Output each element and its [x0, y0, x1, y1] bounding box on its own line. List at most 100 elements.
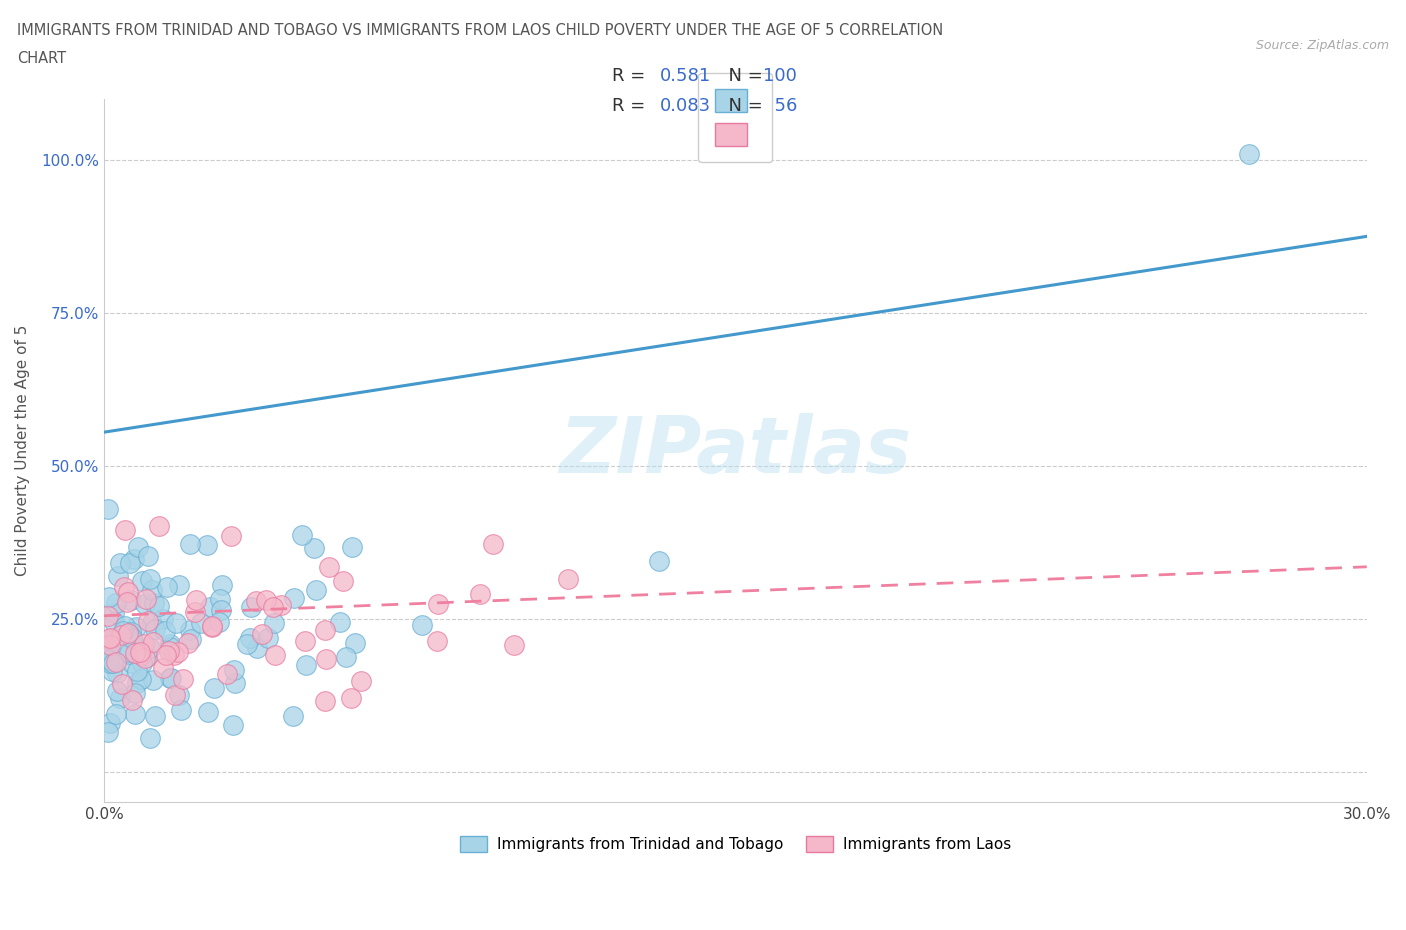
Point [105, 655, 128, 670]
Point [167, 687, 190, 702]
Point [202, 681, 225, 696]
Point [201, 619, 224, 634]
Point [139, 641, 162, 656]
Point [117, 625, 139, 640]
Point [159, 671, 181, 685]
Point [115, 629, 138, 644]
Point [294, 633, 316, 648]
Point [283, 591, 305, 605]
Point [98, 653, 121, 668]
Point [349, 674, 371, 689]
Point [179, 622, 201, 637]
Point [648, 553, 671, 568]
Point [101, 656, 124, 671]
Point [159, 671, 181, 685]
Point [112, 579, 135, 594]
Point [114, 523, 136, 538]
Point [136, 650, 159, 665]
Point [340, 539, 363, 554]
Point [240, 600, 263, 615]
Point [131, 573, 153, 588]
Point [262, 600, 284, 615]
Point [163, 647, 186, 662]
Point [131, 648, 153, 663]
Point [165, 616, 187, 631]
Point [201, 618, 224, 633]
Point [118, 644, 141, 659]
Point [98, 631, 121, 645]
Point [177, 635, 200, 650]
Point [159, 636, 181, 651]
Point [139, 730, 162, 745]
Point [97, 636, 120, 651]
Point [157, 644, 180, 658]
Text: 100: 100 [763, 67, 797, 86]
Point [155, 647, 177, 662]
Point [152, 611, 174, 626]
Point [124, 685, 146, 700]
Point [291, 527, 314, 542]
Point [100, 664, 122, 679]
Point [135, 591, 157, 606]
Point [159, 639, 181, 654]
Point [411, 618, 433, 632]
Point [482, 537, 505, 551]
Point [110, 690, 132, 705]
Point [315, 652, 337, 667]
Point [152, 661, 174, 676]
Point [142, 673, 165, 688]
Point [129, 671, 152, 686]
Point [122, 633, 145, 648]
Point [235, 637, 257, 652]
Text: ZIPatlas: ZIPatlas [560, 413, 911, 488]
Point [104, 595, 127, 610]
Point [426, 633, 449, 648]
Point [98, 631, 121, 646]
Point [97, 724, 120, 739]
Point [127, 539, 149, 554]
Point [117, 584, 139, 599]
Point [270, 598, 292, 613]
Point [295, 658, 318, 672]
Text: 0.581: 0.581 [659, 67, 710, 86]
Point [222, 717, 245, 732]
Point [98, 715, 121, 730]
Text: 0.083: 0.083 [659, 97, 710, 115]
Point [318, 560, 340, 575]
Point [131, 656, 153, 671]
Point [107, 568, 129, 583]
Point [97, 643, 120, 658]
Point [209, 603, 232, 618]
Point [122, 551, 145, 566]
Point [142, 634, 165, 649]
Point [217, 667, 239, 682]
Point [110, 628, 132, 643]
Point [148, 519, 170, 534]
Text: Source: ZipAtlas.com: Source: ZipAtlas.com [1256, 39, 1389, 52]
Text: R =: R = [612, 67, 651, 86]
Point [121, 693, 143, 708]
Point [329, 615, 352, 630]
Point [239, 631, 262, 645]
Point [170, 703, 193, 718]
Point [163, 687, 186, 702]
Point [263, 615, 285, 630]
Point [98, 656, 121, 671]
Point [332, 574, 354, 589]
Point [1237, 146, 1260, 161]
Point [343, 635, 366, 650]
Point [121, 656, 143, 671]
Point [124, 645, 146, 660]
Point [250, 627, 273, 642]
Point [98, 637, 121, 652]
Point [222, 663, 245, 678]
Point [124, 707, 146, 722]
Point [108, 556, 131, 571]
Point [314, 694, 336, 709]
Point [105, 684, 128, 698]
Point [134, 651, 156, 666]
Point [208, 615, 231, 630]
Point [211, 578, 233, 592]
Text: R =: R = [612, 97, 651, 115]
Point [208, 591, 231, 606]
